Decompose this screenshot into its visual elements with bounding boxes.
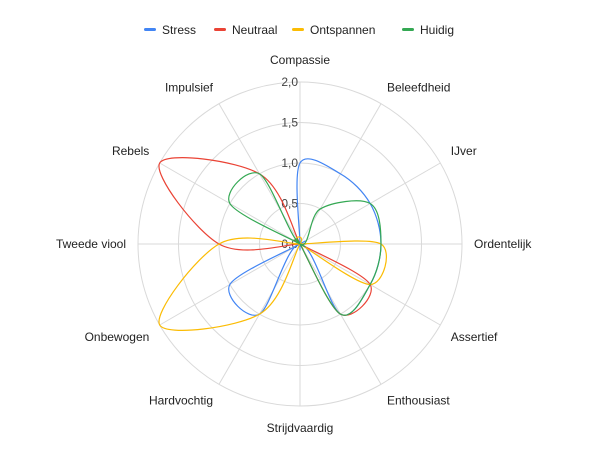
axis-label-hardvochtig: Hardvochtig xyxy=(149,394,213,408)
axis-label-rebels: Rebels xyxy=(112,144,149,158)
axis-label-strijdvaardig: Strijdvaardig xyxy=(267,421,334,435)
axis-label-impulsief: Impulsief xyxy=(165,80,214,94)
legend-item-huidig[interactable]: Huidig xyxy=(402,23,454,37)
legend-label: Huidig xyxy=(420,23,454,37)
axis-label-onbewogen: Onbewogen xyxy=(85,330,150,344)
axis-label-ijver: IJver xyxy=(451,144,477,158)
tick-label: 2,0 xyxy=(281,75,298,89)
legend-swatch xyxy=(292,28,304,31)
legend-item-stress[interactable]: Stress xyxy=(144,23,196,37)
series-line-stress xyxy=(228,158,382,316)
legend-swatch xyxy=(402,28,414,31)
tick-label: 1,5 xyxy=(281,116,298,130)
axis-labels: Compassie Beleefdheid IJver Ordentelijk Asse… xyxy=(56,53,532,435)
series-lines xyxy=(158,157,387,331)
legend[interactable]: Stress Neutraal Ontspannen Huidig xyxy=(144,23,454,37)
axis-label-ordentelijk: Ordentelijk xyxy=(474,237,532,251)
legend-swatch xyxy=(214,28,226,31)
axis-label-beleefdheid: Beleefdheid xyxy=(387,80,450,94)
legend-swatch xyxy=(144,28,156,31)
series-line-ontspannen xyxy=(158,236,387,331)
axis-label-enthousiast: Enthousiast xyxy=(387,394,450,408)
axis-label-compassie: Compassie xyxy=(270,53,330,67)
axis-label-tweede-viool: Tweede viool xyxy=(56,237,126,251)
axis-label-assertief: Assertief xyxy=(451,330,498,344)
tick-label: 1,0 xyxy=(281,156,298,170)
legend-item-ontspannen[interactable]: Ontspannen xyxy=(292,23,375,37)
legend-label: Stress xyxy=(162,23,196,37)
tick-label: 0,5 xyxy=(281,197,298,211)
legend-label: Ontspannen xyxy=(310,23,375,37)
legend-label: Neutraal xyxy=(232,23,277,37)
radial-tick-labels: 0,00,51,01,52,0 xyxy=(281,75,298,251)
legend-item-neutraal[interactable]: Neutraal xyxy=(214,23,277,37)
